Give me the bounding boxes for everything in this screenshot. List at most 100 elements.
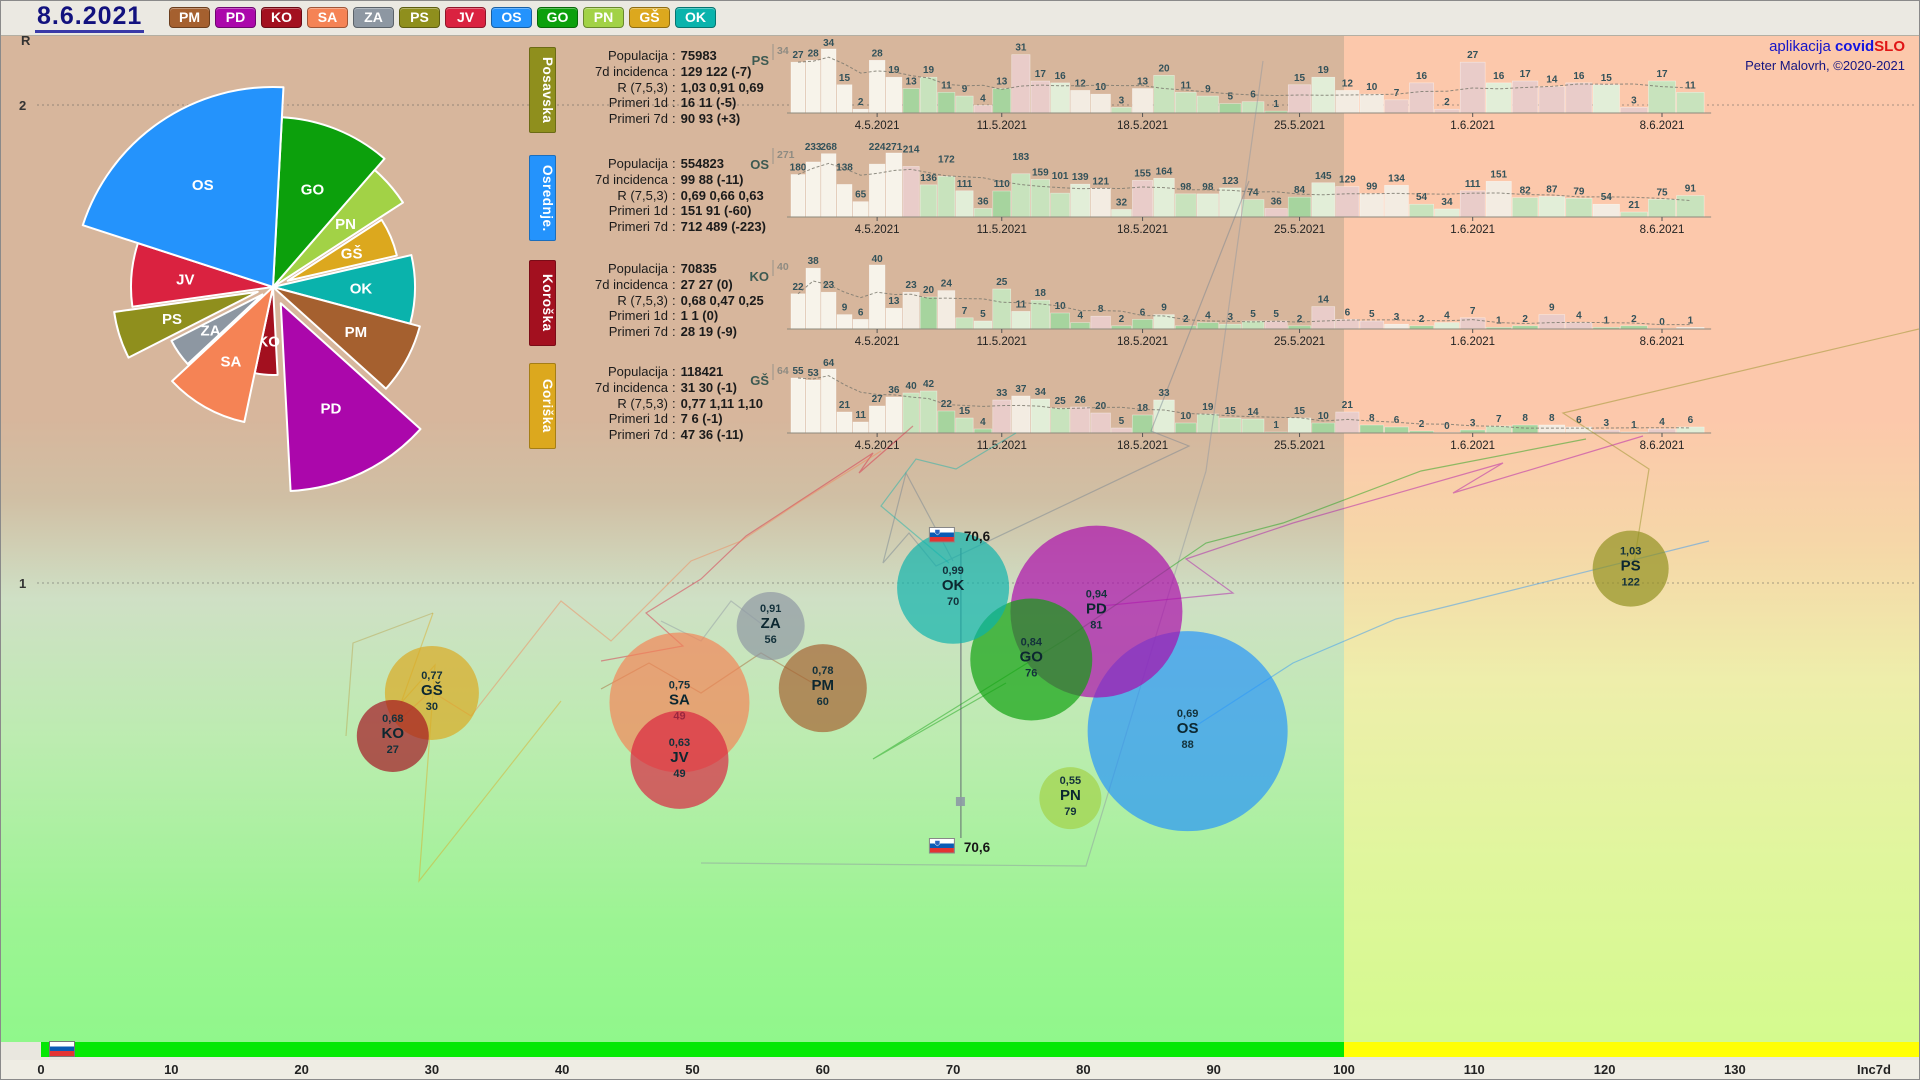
bubble-PN[interactable]	[1039, 767, 1102, 830]
bar-value-label: 1	[1603, 315, 1609, 326]
bar-value-label: 36	[977, 196, 989, 207]
pie-slice-PM[interactable]	[272, 286, 421, 390]
panel-rows: Populacija:70835 7d incidenca:27 27 (0) R …	[564, 260, 764, 346]
bubble-JV[interactable]	[630, 710, 729, 809]
pie-slice-GŠ[interactable]	[286, 218, 398, 282]
bar-value-label: 10	[1318, 411, 1330, 422]
bar	[1565, 82, 1593, 114]
bar-value-label: 111	[1465, 179, 1481, 190]
panel-tab-Koroška[interactable]: Koroška	[529, 260, 556, 346]
bar-value-label: 1	[1496, 315, 1502, 326]
legend-chip-KO[interactable]: KO	[261, 7, 302, 28]
bar	[902, 166, 920, 218]
bubble-code-label: PS	[1621, 558, 1641, 575]
bar	[937, 91, 956, 114]
bar	[919, 76, 938, 114]
legend-chip-OS[interactable]: OS	[491, 7, 532, 28]
stat-label: 7d incidenca	[595, 63, 668, 79]
legend-chip-PN[interactable]: PN	[583, 7, 624, 28]
stat-value: 151 91 (-60)	[680, 203, 752, 219]
bar	[1359, 193, 1384, 218]
legend-chip-GO[interactable]: GO	[537, 7, 578, 28]
stat-label: Primeri 1d	[608, 95, 668, 111]
bar-value-label: 5	[980, 309, 986, 320]
panel-tab-Posavska[interactable]: Posavska	[529, 47, 556, 133]
bar	[1132, 180, 1154, 218]
panel-tab-Goriška[interactable]: Goriška	[529, 363, 556, 449]
bar-value-label: 164	[1156, 166, 1173, 177]
bar-value-label: 3	[1119, 95, 1125, 106]
bubble-r-label: 0,78	[812, 665, 833, 677]
svg-text:2: 2	[19, 98, 26, 113]
bar-value-label: 40	[872, 254, 884, 265]
bubble-ZA[interactable]	[736, 592, 805, 661]
bar-value-label: 32	[1116, 197, 1128, 208]
bubble-GO[interactable]	[970, 598, 1093, 721]
bar	[1175, 91, 1197, 114]
date-tick-label: 11.5.2021	[977, 440, 1027, 452]
legend-chip-PD[interactable]: PD	[215, 7, 256, 28]
pie-slice-GO[interactable]	[272, 116, 386, 288]
legend-chip-PS[interactable]: PS	[399, 7, 440, 28]
x-axis-labels: Inc7d 0 10 20 30 40 50 60 70 80 90 100 110 120 130	[1, 1060, 1919, 1079]
app-name-slo: SLO	[1874, 38, 1905, 55]
pie-slice-PS[interactable]	[113, 290, 259, 359]
legend-chip-OK[interactable]: OK	[675, 7, 716, 28]
bar	[973, 208, 993, 218]
x-tick-60: 60	[815, 1062, 831, 1077]
pie-slice-ZA[interactable]	[170, 293, 264, 366]
pie-slice-label: PN	[335, 216, 356, 233]
pie-slice-PD[interactable]	[279, 302, 422, 492]
bubble-PS[interactable]	[1592, 530, 1669, 607]
stat-label: 7d incidenca	[595, 276, 668, 292]
date-tick-label: 8.6.2021	[1640, 336, 1685, 348]
bar-value-label: 2	[1522, 314, 1528, 325]
bubble-OK[interactable]	[897, 531, 1010, 644]
bubble-inc-label: 27	[387, 744, 399, 756]
bar	[1311, 422, 1336, 434]
date-tick-label: 18.5.2021	[1117, 120, 1168, 132]
mini-chart-region-code: GŠ	[750, 373, 769, 388]
bar	[868, 264, 886, 330]
panel-row: 7d incidenca:31 30 (-1)	[564, 380, 763, 396]
bubble-code-label: ZA	[761, 615, 781, 632]
legend-chip-ZA[interactable]: ZA	[353, 7, 394, 28]
bubble-r-label: 0,99	[942, 565, 963, 577]
bar-value-label: 10	[1095, 82, 1107, 93]
panel-row: Primeri 7d:90 93 (+3)	[564, 111, 764, 127]
bar-value-label: 23	[906, 280, 918, 291]
current-date[interactable]: 8.6.2021	[35, 3, 145, 33]
bubble-PM[interactable]	[778, 644, 867, 733]
bar-value-label: 7	[1470, 306, 1476, 317]
bar-value-label: 6	[1394, 415, 1400, 426]
panel-rows: Populacija:75983 7d incidenca:129 122 (-7…	[564, 47, 764, 133]
bar-value-label: 27	[1467, 50, 1479, 61]
bar	[1512, 424, 1539, 434]
bar-value-label: 2	[1297, 314, 1303, 325]
legend-chip-JV[interactable]: JV	[445, 7, 486, 28]
bar-value-label: 1	[1273, 420, 1279, 431]
legend-chip-PM[interactable]: PM	[169, 7, 210, 28]
x-tick-100: 100	[1333, 1062, 1355, 1077]
panel-tab-Osrednje.[interactable]: Osrednje.	[529, 155, 556, 241]
stat-value: 31 30 (-1)	[680, 379, 737, 395]
legend-chip-SA[interactable]: SA	[307, 7, 348, 28]
mini-chart-region-code: KO	[750, 269, 770, 284]
legend-chip-GŠ[interactable]: GŠ	[629, 7, 670, 28]
bar	[1111, 427, 1132, 434]
bar-value-label: 21	[1628, 200, 1640, 211]
pie-slice-PN[interactable]	[272, 169, 404, 288]
bar-value-label: 2	[1444, 97, 1450, 108]
bar-value-label: 21	[839, 400, 851, 411]
bar	[1287, 417, 1312, 434]
bar	[1153, 314, 1175, 330]
x-tick-10: 10	[164, 1062, 179, 1077]
stat-label: R (7,5,3)	[617, 187, 668, 203]
bar	[973, 428, 993, 434]
pie-slice-OS[interactable]	[81, 86, 285, 288]
bar-value-label: 2	[1119, 314, 1125, 325]
pie-slice-SA[interactable]	[171, 286, 274, 423]
bubble-KO[interactable]	[356, 699, 429, 772]
